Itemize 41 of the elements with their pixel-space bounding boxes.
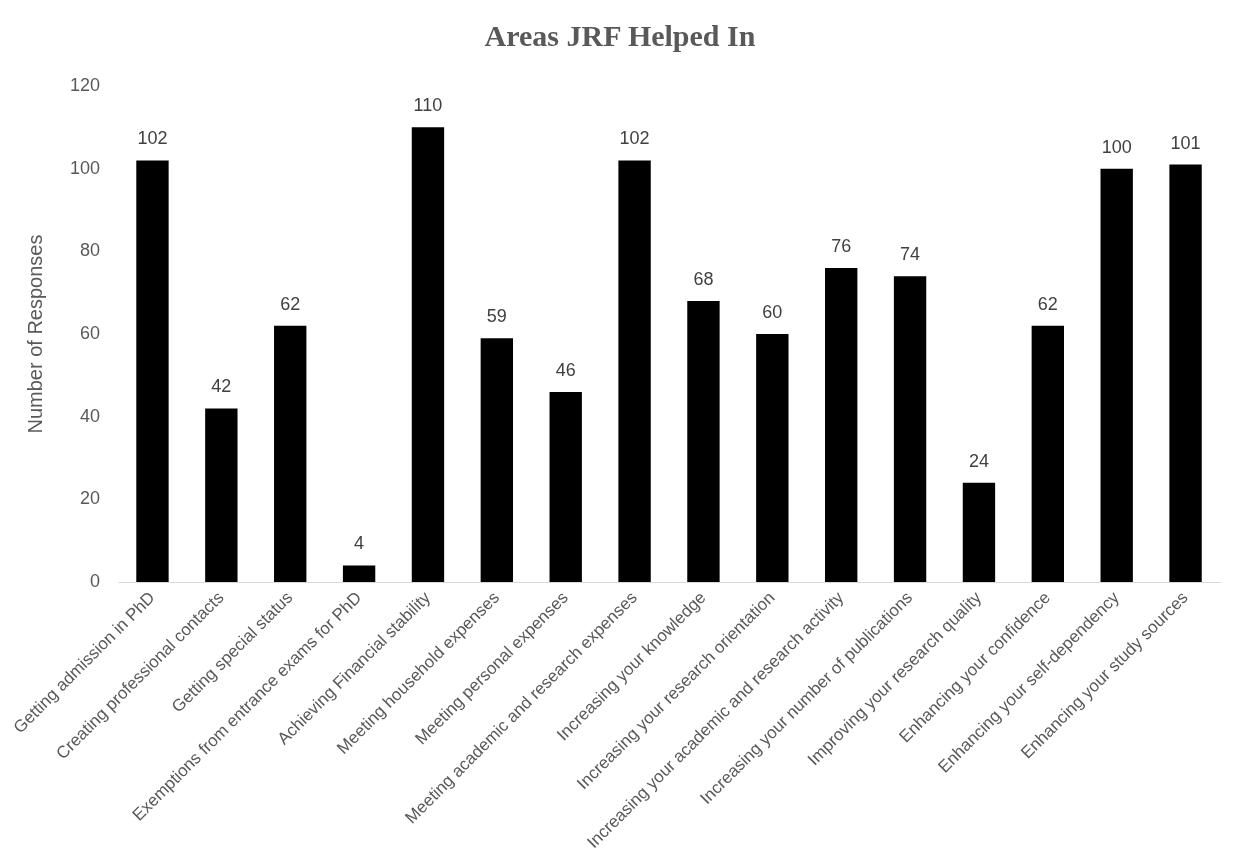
data-label: 62	[280, 293, 301, 314]
data-label: 4	[354, 533, 365, 554]
bar	[1169, 164, 1202, 583]
bar	[205, 408, 238, 583]
y-tick-label: 120	[69, 74, 101, 95]
data-label: 46	[555, 359, 576, 380]
y-tick-label: 0	[90, 570, 101, 591]
bar	[411, 127, 445, 583]
bar	[962, 482, 996, 583]
y-axis-title: Number of Responses	[23, 234, 46, 434]
bar	[274, 325, 307, 583]
y-tick-label: 40	[80, 405, 101, 426]
y-tick-label: 80	[80, 240, 101, 261]
bar	[825, 267, 858, 583]
y-tick-label: 100	[69, 157, 101, 178]
data-label: 76	[831, 235, 852, 256]
bar	[549, 391, 582, 583]
data-label: 68	[693, 268, 714, 289]
bar	[1031, 325, 1064, 583]
data-label: 100	[1101, 136, 1132, 157]
bar	[480, 338, 514, 583]
bar	[687, 300, 720, 583]
data-label: 62	[1037, 293, 1058, 314]
data-label: 101	[1170, 132, 1201, 153]
bar	[893, 276, 927, 583]
data-label: 74	[900, 244, 921, 265]
data-label: 60	[762, 301, 783, 322]
data-label: 24	[968, 450, 989, 471]
bar	[756, 334, 789, 583]
bar	[618, 160, 651, 583]
bar	[136, 160, 169, 583]
y-tick-label: 20	[80, 488, 101, 509]
data-label: 59	[486, 306, 507, 327]
data-label: 102	[619, 128, 650, 149]
bar	[342, 565, 376, 583]
data-label: 110	[413, 95, 443, 116]
data-label: 102	[137, 128, 168, 149]
data-label: 42	[211, 376, 232, 397]
bar	[1100, 168, 1133, 583]
y-tick-label: 60	[80, 322, 101, 343]
chart-title: Areas JRF Helped In	[484, 18, 756, 52]
